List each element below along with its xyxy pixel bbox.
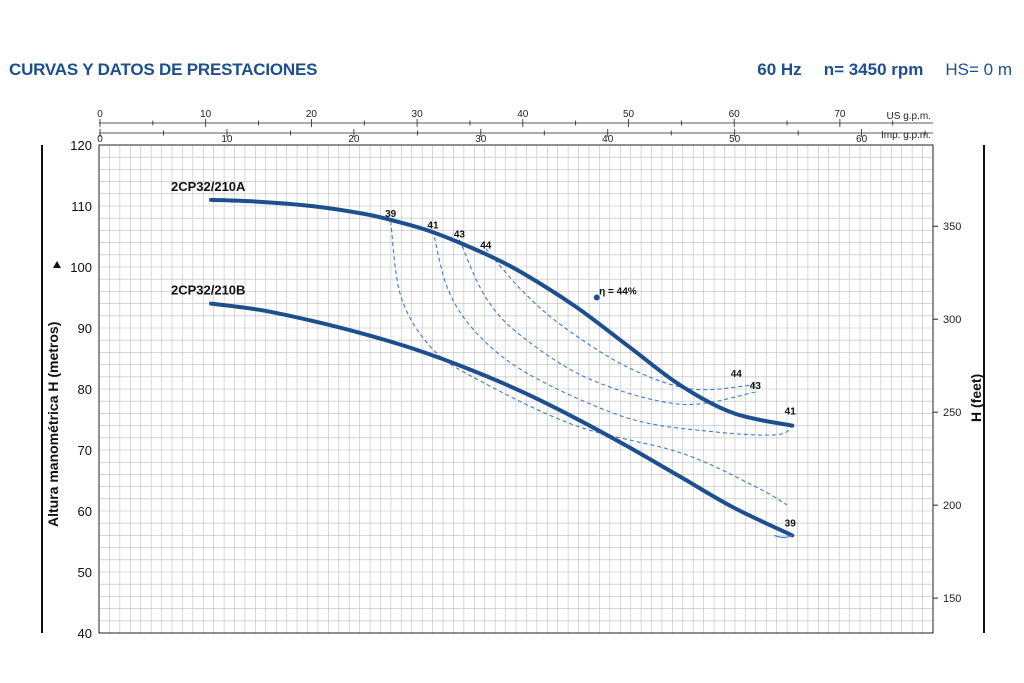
y-axis-arrow-icon xyxy=(53,261,61,268)
y-tick-label-left: 40 xyxy=(78,626,92,641)
top-tick-label-imp: 0 xyxy=(97,134,103,145)
efficiency-label: 41 xyxy=(785,407,797,418)
top-tick-label-us: 70 xyxy=(834,109,846,120)
plot-border xyxy=(98,144,934,634)
top-tick-label-us: 30 xyxy=(412,109,424,120)
series-line-b xyxy=(209,301,795,538)
top-tick-label-imp: 30 xyxy=(475,134,487,145)
y-tick-label-right: 350 xyxy=(943,221,961,233)
efficiency-label: η = 44% xyxy=(599,286,637,297)
y-tick-label-left: 70 xyxy=(78,443,92,458)
top-axis-unit-imp: Imp. g.p.m. xyxy=(881,130,931,141)
curve-end-marker xyxy=(774,534,793,538)
series-name-label: 2CP32/210B xyxy=(171,283,245,298)
chart-title: CURVAS Y DATOS DE PRESTACIONES xyxy=(9,60,318,79)
series-name-label: 2CP32/210A xyxy=(171,179,246,194)
efficiency-curve-39 xyxy=(390,221,788,506)
header-specs: 60 Hz n= 3450 rpm HS= 0 m xyxy=(757,60,1012,80)
y-tick-label-right: 150 xyxy=(943,593,961,605)
top-tick-label-us: 50 xyxy=(623,109,635,120)
frequency-label: 60 Hz xyxy=(757,60,802,79)
efficiency-label: 43 xyxy=(750,381,762,392)
chart-grid xyxy=(98,144,934,634)
efficiency-label: 41 xyxy=(427,221,439,232)
top-tick-label-imp: 60 xyxy=(856,134,868,145)
y-tick-label-left: 120 xyxy=(70,138,92,153)
data-labels: 39 41 43 44 η = 44% 44 43 41 39 xyxy=(385,209,796,529)
y-tick-label-left: 80 xyxy=(78,382,92,397)
top-tick-label-us: 40 xyxy=(517,109,529,120)
efficiency-label: 44 xyxy=(731,369,743,380)
efficiency-label: 44 xyxy=(480,241,492,252)
top-tick-label-imp: 10 xyxy=(221,134,233,145)
top-tick-label-us: 60 xyxy=(729,109,741,120)
top-tick-label-imp: 40 xyxy=(602,134,614,145)
y-tick-label-left: 110 xyxy=(71,199,92,214)
efficiency-label: 39 xyxy=(385,209,397,220)
top-tick-label-us: 10 xyxy=(200,109,212,120)
chart-frame xyxy=(41,144,985,634)
y-tick-label-left: 50 xyxy=(78,565,92,580)
top-tick-label-imp: 20 xyxy=(348,134,360,145)
efficiency-curve-43 xyxy=(458,239,756,406)
y-tick-label-left: 90 xyxy=(78,321,92,336)
y-axis-right-label: H (feet) xyxy=(968,373,984,422)
efficiency-label: 39 xyxy=(785,518,797,529)
top-axis-unit-us: US g.p.m. xyxy=(887,111,931,122)
top-tick-label-us: 0 xyxy=(97,109,103,120)
hs-label: HS= 0 m xyxy=(945,60,1012,79)
efficiency-curve-41 xyxy=(432,230,793,436)
y-tick-label-right: 200 xyxy=(943,500,961,512)
y-tick-label-right: 300 xyxy=(943,314,961,326)
efficiency-peak-marker xyxy=(593,294,600,301)
top-tick-label-imp: 50 xyxy=(729,134,741,145)
top-tick-label-us: 20 xyxy=(306,109,318,120)
y-tick-label-right: 250 xyxy=(943,407,961,419)
y-tick-label-left: 100 xyxy=(70,260,92,275)
speed-label: n= 3450 rpm xyxy=(823,60,924,79)
y-axis-left-label: Altura manométrica H (metros) xyxy=(45,321,61,527)
series-line-a xyxy=(209,197,795,428)
y-tick-label-left: 60 xyxy=(78,504,92,519)
efficiency-curves xyxy=(390,221,793,506)
efficiency-label: 43 xyxy=(454,230,466,241)
series-curves: 2CP32/210A 2CP32/210B xyxy=(171,179,795,538)
